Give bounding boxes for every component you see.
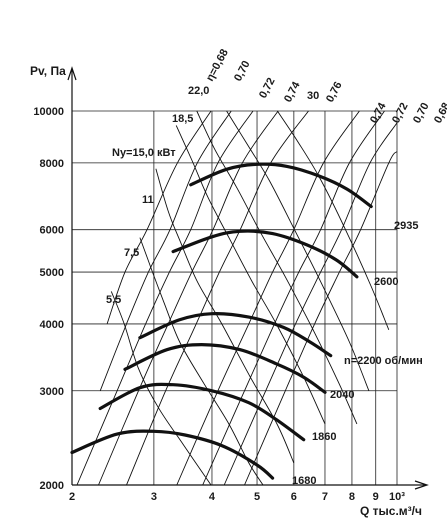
x-tick-label: 10³ bbox=[389, 491, 405, 503]
y-tick-label: 4000 bbox=[40, 319, 64, 331]
x-axis-label: Q тыс.м³/ч bbox=[360, 504, 422, 518]
power-line bbox=[139, 237, 264, 486]
y-tick-label: 10000 bbox=[33, 106, 64, 118]
y-tick-label: 5000 bbox=[40, 267, 64, 279]
y-tick-label: 3000 bbox=[40, 386, 64, 398]
speed-curves bbox=[70, 162, 373, 480]
efficiency-label-5: 0,74 bbox=[368, 100, 389, 125]
power-label-15: Ny=15,0 кВт bbox=[112, 147, 176, 159]
x-tick-label: 6 bbox=[291, 491, 297, 503]
speed-curve bbox=[70, 429, 275, 480]
power-label-11: 11 bbox=[142, 194, 154, 206]
efficiency-ray bbox=[176, 110, 360, 486]
efficiency-label-8: 0,68 bbox=[432, 101, 447, 126]
efficiency-ray bbox=[98, 110, 279, 486]
y-tick-label: 8000 bbox=[40, 158, 64, 170]
x-axis-arrow bbox=[414, 480, 429, 490]
speed-label-2600: 2600 bbox=[374, 276, 398, 288]
y-tick-label: 2000 bbox=[40, 480, 64, 492]
efficiency-ray bbox=[106, 110, 212, 325]
speed-curve bbox=[171, 229, 359, 279]
power-labels: Ny=15,0 кВт 18,5 22,0 30 11 7,5 5,5 bbox=[106, 85, 319, 306]
efficiency-ray bbox=[76, 110, 254, 486]
axes bbox=[67, 66, 429, 490]
efficiency-ray bbox=[223, 122, 398, 486]
power-line bbox=[277, 110, 390, 330]
y-tick-label: 6000 bbox=[40, 225, 64, 237]
speed-label-2200: n=2200 об/мин bbox=[344, 355, 423, 367]
efficiency-ray bbox=[244, 151, 398, 486]
power-line bbox=[110, 291, 212, 486]
efficiency-labels: η=0,68 0,70 0,72 0,74 0,76 0,74 0,72 0,7… bbox=[204, 47, 447, 125]
x-tick-label: 8 bbox=[349, 491, 355, 503]
efficiency-label-3: 0,74 bbox=[282, 79, 303, 104]
tick-labels: 2000 3000 4000 5000 6000 8000 10000 2 3 4 5 6 7 8 9 10³ bbox=[33, 106, 405, 503]
speed-label-1680: 1680 bbox=[292, 475, 316, 487]
speed-label-2935: 2935 bbox=[394, 220, 418, 232]
power-label-5-5: 5,5 bbox=[106, 294, 121, 306]
speed-curve bbox=[123, 342, 327, 394]
efficiency-label-4: 0,76 bbox=[324, 80, 345, 105]
power-label-22: 22,0 bbox=[188, 85, 209, 97]
speed-label-2040: 2040 bbox=[330, 389, 354, 401]
efficiency-label-1: 0,70 bbox=[232, 59, 253, 84]
power-line bbox=[196, 110, 358, 425]
power-label-30: 30 bbox=[307, 90, 319, 102]
y-axis-label: Pv, Па bbox=[30, 64, 66, 78]
x-tick-label: 5 bbox=[254, 491, 260, 503]
x-tick-label: 4 bbox=[209, 491, 216, 503]
speed-curve bbox=[138, 312, 333, 358]
x-tick-label: 3 bbox=[151, 491, 157, 503]
power-line bbox=[226, 110, 370, 391]
speed-curve bbox=[189, 162, 373, 209]
grid bbox=[71, 110, 398, 486]
efficiency-label-6: 0,72 bbox=[390, 101, 411, 126]
efficiency-label-7: 0,70 bbox=[411, 101, 432, 126]
efficiency-label-0: η=0,68 bbox=[204, 47, 231, 83]
x-tick-label: 7 bbox=[322, 491, 328, 503]
speed-curve bbox=[98, 382, 306, 442]
speed-labels: 1680 1860 2040 n=2200 об/мин 2600 2935 bbox=[292, 220, 423, 487]
x-tick-label: 9 bbox=[373, 491, 379, 503]
x-tick-label: 2 bbox=[69, 491, 75, 503]
y-axis-arrow bbox=[67, 66, 77, 81]
speed-label-1860: 1860 bbox=[312, 431, 336, 443]
power-label-7-5: 7,5 bbox=[124, 247, 139, 259]
power-label-18-5: 18,5 bbox=[172, 113, 193, 125]
power-line bbox=[175, 125, 326, 425]
efficiency-ray bbox=[99, 110, 232, 391]
efficiency-label-2: 0,72 bbox=[257, 76, 278, 101]
